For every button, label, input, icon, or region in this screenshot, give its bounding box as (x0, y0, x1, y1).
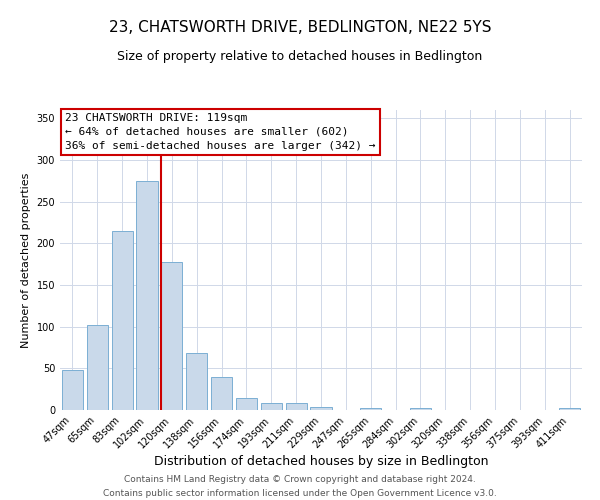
Bar (236, 398, 257, 410)
Bar (161, 262, 182, 410)
X-axis label: Distribution of detached houses by size in Bedlington: Distribution of detached houses by size … (154, 456, 488, 468)
Text: Size of property relative to detached houses in Bedlington: Size of property relative to detached ho… (118, 50, 482, 63)
Bar (87, 325, 108, 410)
Text: 23, CHATSWORTH DRIVE, BEDLINGTON, NE22 5YS: 23, CHATSWORTH DRIVE, BEDLINGTON, NE22 5… (109, 20, 491, 35)
Bar (559, 408, 580, 410)
Bar (286, 402, 307, 410)
Bar (310, 406, 332, 410)
Bar (112, 231, 133, 410)
Bar (136, 181, 158, 410)
Y-axis label: Number of detached properties: Number of detached properties (21, 172, 31, 348)
Text: 23 CHATSWORTH DRIVE: 119sqm
← 64% of detached houses are smaller (602)
36% of se: 23 CHATSWORTH DRIVE: 119sqm ← 64% of det… (65, 113, 376, 151)
Bar (186, 354, 207, 410)
Text: Contains HM Land Registry data © Crown copyright and database right 2024.
Contai: Contains HM Land Registry data © Crown c… (103, 476, 497, 498)
Bar (360, 408, 381, 410)
Bar (261, 404, 282, 410)
Bar (410, 408, 431, 410)
Bar (62, 370, 83, 410)
Bar (211, 376, 232, 410)
